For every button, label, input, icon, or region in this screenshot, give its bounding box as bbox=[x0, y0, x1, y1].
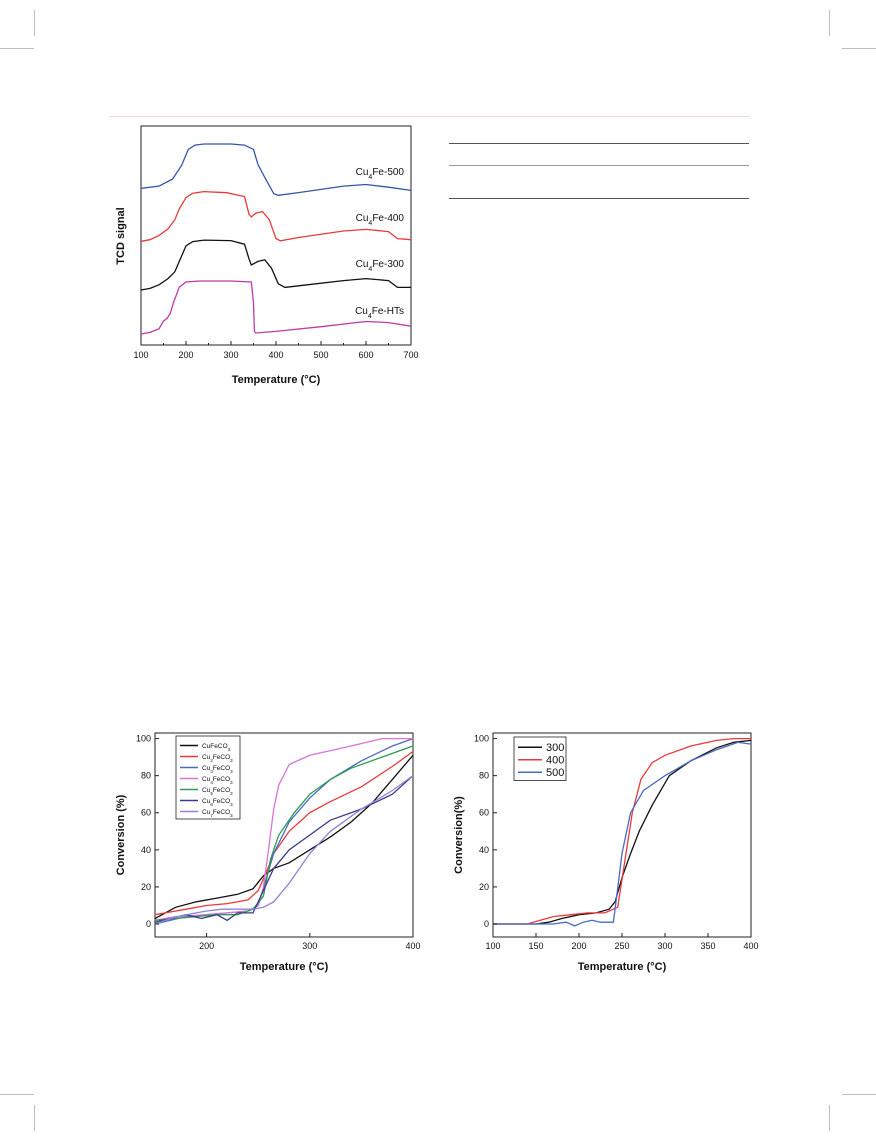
x-tick-label: 300 bbox=[657, 941, 672, 951]
x-tick-label: 200 bbox=[571, 941, 586, 951]
y-tick-label: 0 bbox=[484, 919, 489, 929]
series-label: Cu4Fe-500 bbox=[356, 167, 405, 181]
y-tick-label: 80 bbox=[479, 771, 489, 781]
figure-top-rule bbox=[110, 116, 750, 117]
crop-mark bbox=[842, 48, 876, 49]
y-tick-label: 40 bbox=[141, 845, 151, 855]
x-tick-label: 150 bbox=[528, 941, 543, 951]
legend-label: Cu2FeCO3 bbox=[202, 754, 233, 763]
series-label: Cu4Fe-300 bbox=[356, 259, 405, 273]
x-tick-label: 400 bbox=[743, 941, 758, 951]
legend-label: 500 bbox=[546, 767, 564, 779]
y-tick-label: 20 bbox=[479, 882, 489, 892]
crop-mark bbox=[0, 48, 34, 49]
plot-frame bbox=[492, 732, 752, 938]
series-line-Cu4Fe-300 bbox=[140, 239, 411, 291]
crop-mark bbox=[34, 1105, 35, 1131]
y-axis-label: Conversion (%) bbox=[115, 794, 127, 875]
x-tick-label: 200 bbox=[199, 941, 214, 951]
series-line-Cu4FeCO3 bbox=[154, 737, 413, 921]
y-tick-label: 20 bbox=[141, 882, 151, 892]
x-tick-label: 500 bbox=[313, 350, 328, 360]
legend-label: Cu5FeCO3 bbox=[202, 787, 233, 796]
table-rule-bottom bbox=[449, 198, 749, 199]
y-tick-label: 100 bbox=[136, 734, 151, 744]
y-tick-label: 60 bbox=[479, 808, 489, 818]
series-line-500 bbox=[493, 741, 752, 927]
series-label: Cu4Fe-HTs bbox=[355, 306, 404, 320]
crop-mark bbox=[829, 10, 830, 36]
legend-label: Cu6FeCO3 bbox=[202, 798, 233, 807]
x-axis-label: Temperature (°C) bbox=[232, 374, 321, 386]
legend-label: Cu3FeCO3 bbox=[202, 765, 233, 774]
series-line-Cu4Fe-500 bbox=[140, 143, 412, 196]
x-tick-label: 250 bbox=[614, 941, 629, 951]
x-tick-label: 600 bbox=[358, 350, 373, 360]
x-tick-label: 700 bbox=[403, 350, 418, 360]
x-tick-label: 400 bbox=[405, 941, 420, 951]
plot-frame bbox=[154, 732, 414, 938]
table-rule-top bbox=[449, 143, 749, 144]
x-tick-label: 400 bbox=[268, 350, 283, 360]
y-tick-label: 40 bbox=[479, 845, 489, 855]
x-tick-label: 100 bbox=[133, 350, 148, 360]
x-axis-label: Temperature (°C) bbox=[578, 961, 667, 973]
y-axis-label: Conversion(%) bbox=[453, 796, 465, 874]
x-tick-label: 350 bbox=[700, 941, 715, 951]
crop-mark bbox=[842, 1094, 876, 1095]
table-rule-mid bbox=[449, 165, 749, 166]
series-line-Cu6FeCO3 bbox=[154, 775, 414, 923]
series-line-400 bbox=[493, 737, 751, 925]
series-line-Cu5FeCO3 bbox=[154, 745, 414, 921]
y-axis-label: TCD signal bbox=[115, 207, 127, 264]
series-line-Cu7FeCO3 bbox=[154, 775, 414, 925]
y-tick-label: 100 bbox=[474, 734, 489, 744]
legend-label: 400 bbox=[546, 755, 564, 767]
x-tick-label: 300 bbox=[223, 350, 238, 360]
x-axis-label: Temperature (°C) bbox=[240, 961, 329, 973]
legend-box bbox=[175, 735, 241, 820]
x-tick-label: 100 bbox=[485, 941, 500, 951]
crop-mark bbox=[0, 1094, 34, 1095]
series-label: Cu4Fe-400 bbox=[356, 213, 405, 227]
plot-frame bbox=[140, 125, 412, 346]
legend-label: Cu4FeCO3 bbox=[202, 776, 233, 785]
series-line-Cu2FeCO3 bbox=[154, 750, 414, 916]
x-tick-label: 200 bbox=[178, 350, 193, 360]
legend-box bbox=[513, 736, 567, 781]
x-tick-label: 300 bbox=[302, 941, 317, 951]
crop-mark bbox=[829, 1105, 830, 1131]
series-line-300 bbox=[493, 739, 752, 925]
series-line-CuFeCO3 bbox=[154, 754, 414, 920]
y-tick-label: 0 bbox=[146, 919, 151, 929]
series-line-Cu4Fe-400 bbox=[140, 190, 412, 242]
y-tick-label: 80 bbox=[141, 771, 151, 781]
series-line-Cu3FeCO3 bbox=[154, 737, 414, 925]
legend-label: CuFeCO3 bbox=[202, 743, 231, 752]
legend-label: 300 bbox=[546, 742, 564, 754]
crop-mark bbox=[34, 10, 35, 36]
legend-label: Cu7FeCO3 bbox=[202, 809, 233, 818]
y-tick-label: 60 bbox=[141, 808, 151, 818]
series-line-Cu4Fe-HTs bbox=[140, 280, 412, 335]
